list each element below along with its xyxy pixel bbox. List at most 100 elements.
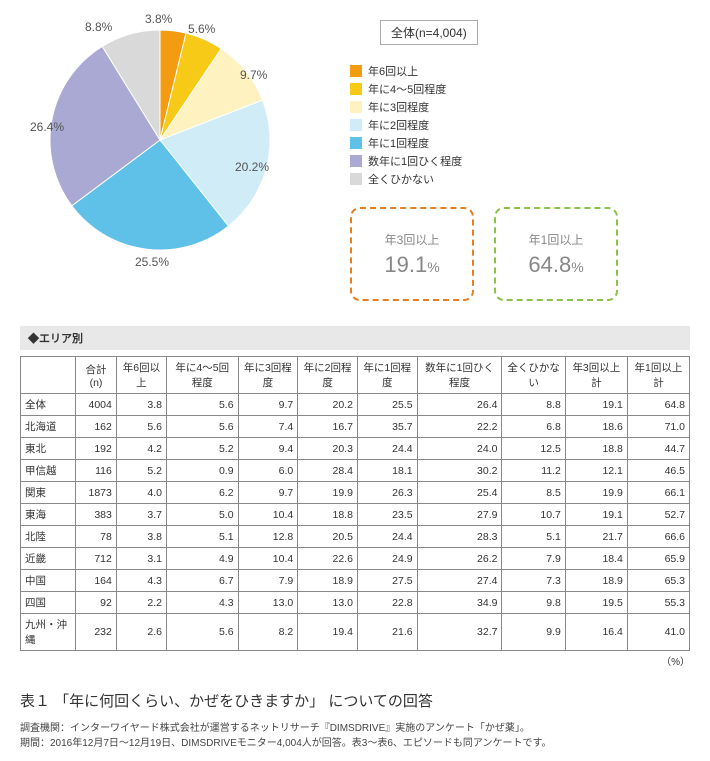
table-cell: 10.4 (238, 548, 298, 570)
table-cell: 東北 (21, 438, 76, 460)
table-cell: 2.2 (116, 592, 166, 614)
table-row: 四国922.24.313.013.022.834.99.819.555.3 (21, 592, 690, 614)
table-cell: 中国 (21, 570, 76, 592)
table-cell: 19.1 (565, 504, 627, 526)
table-header: 年に3回程度 (238, 357, 298, 394)
table-cell: 5.2 (166, 438, 238, 460)
table-cell: 32.7 (417, 614, 502, 651)
table-cell: 19.1 (565, 394, 627, 416)
table-cell: 24.0 (417, 438, 502, 460)
table-cell: 55.3 (627, 592, 689, 614)
table-cell: 164 (76, 570, 117, 592)
table-cell: 12.8 (238, 526, 298, 548)
table-cell: 24.4 (357, 438, 417, 460)
legend-item: 年に1回程度 (350, 135, 690, 151)
table-cell: 162 (76, 416, 117, 438)
table-row: 東海3833.75.010.418.823.527.910.719.152.7 (21, 504, 690, 526)
legend: 年6回以上年に4～5回程度年に3回程度年に2回程度年に1回程度数年に1回ひく程度… (350, 63, 690, 187)
table-cell: 20.2 (298, 394, 358, 416)
table-cell: 65.9 (627, 548, 689, 570)
table-cell: 2.6 (116, 614, 166, 651)
table-cell: 近畿 (21, 548, 76, 570)
table-cell: 26.2 (417, 548, 502, 570)
table-row: 東北1924.25.29.420.324.424.012.518.844.7 (21, 438, 690, 460)
table-cell: 18.8 (298, 504, 358, 526)
pie-slice-label: 26.4% (30, 120, 64, 134)
table-cell: 5.6 (166, 394, 238, 416)
area-table: 合計(n)年6回以上年に4～5回程度年に3回程度年に2回程度年に1回程度数年に1… (20, 356, 690, 651)
unit-label: （%） (20, 653, 690, 668)
legend-swatch (350, 173, 362, 185)
table-row: 関東18734.06.29.719.926.325.48.519.966.1 (21, 482, 690, 504)
table-cell: 5.0 (166, 504, 238, 526)
table-header: 年に1回程度 (357, 357, 417, 394)
table-cell: 1873 (76, 482, 117, 504)
table-cell: 9.7 (238, 482, 298, 504)
table-cell: 9.8 (502, 592, 565, 614)
table-cell: 116 (76, 460, 117, 482)
table-cell: 10.7 (502, 504, 565, 526)
table-cell: 25.4 (417, 482, 502, 504)
table-cell: 10.4 (238, 504, 298, 526)
legend-item: 全くひかない (350, 171, 690, 187)
legend-swatch (350, 83, 362, 95)
legend-item: 年6回以上 (350, 63, 690, 79)
table-cell: 3.8 (116, 526, 166, 548)
table-cell: 4.0 (116, 482, 166, 504)
pie-slice-label: 8.8% (85, 20, 112, 34)
table-cell: 9.7 (238, 394, 298, 416)
table-cell: 26.4 (417, 394, 502, 416)
table-cell: 44.7 (627, 438, 689, 460)
legend-label: 年に1回程度 (368, 135, 429, 151)
table-cell: 19.9 (565, 482, 627, 504)
table-cell: 18.9 (298, 570, 358, 592)
table-cell: 19.5 (565, 592, 627, 614)
callout-value: 19.1% (384, 252, 439, 278)
table-cell: 712 (76, 548, 117, 570)
section-title: ◆エリア別 (20, 326, 690, 350)
table-header: 年3回以上 計 (565, 357, 627, 394)
callout-label: 年3回以上 (385, 231, 440, 248)
table-cell: 5.6 (166, 614, 238, 651)
pie-slice-label: 9.7% (240, 68, 267, 82)
table-cell: 東海 (21, 504, 76, 526)
table-header: 全くひかない (502, 357, 565, 394)
table-cell: 8.5 (502, 482, 565, 504)
table-cell: 甲信越 (21, 460, 76, 482)
table-cell: 78 (76, 526, 117, 548)
table-cell: 九州・沖縄 (21, 614, 76, 651)
table-cell: 6.0 (238, 460, 298, 482)
table-cell: 3.8 (116, 394, 166, 416)
callout-box: 年1回以上64.8% (494, 207, 618, 301)
table-cell: 4.3 (116, 570, 166, 592)
table-cell: 4.3 (166, 592, 238, 614)
pie-slice-label: 5.6% (188, 22, 215, 36)
footnote-2: 期間：2016年12月7日～12月19日、DIMSDRIVEモニター4,004人… (20, 736, 690, 751)
table-row: 中国1644.36.77.918.927.527.47.318.965.3 (21, 570, 690, 592)
table-cell: 6.2 (166, 482, 238, 504)
table-cell: 192 (76, 438, 117, 460)
table-cell: 52.7 (627, 504, 689, 526)
legend-swatch (350, 101, 362, 113)
table-cell: 16.4 (565, 614, 627, 651)
table-cell: 19.9 (298, 482, 358, 504)
table-row: 全体40043.85.69.720.225.526.48.819.164.8 (21, 394, 690, 416)
table-cell: 12.1 (565, 460, 627, 482)
table-cell: 四国 (21, 592, 76, 614)
legend-label: 年に2回程度 (368, 117, 429, 133)
table-cell: 6.7 (166, 570, 238, 592)
legend-label: 年に3回程度 (368, 99, 429, 115)
table-cell: 30.2 (417, 460, 502, 482)
pie-slice-label: 3.8% (145, 12, 172, 26)
caption: 表１ 「年に何回くらい、かぜをひきますか」 についての回答 (20, 690, 690, 711)
table-cell: 71.0 (627, 416, 689, 438)
table-cell: 21.6 (357, 614, 417, 651)
table-cell: 11.2 (502, 460, 565, 482)
table-cell: 66.6 (627, 526, 689, 548)
table-header: 年1回以上 計 (627, 357, 689, 394)
table-cell: 18.1 (357, 460, 417, 482)
legend-label: 全くひかない (368, 171, 434, 187)
legend-swatch (350, 137, 362, 149)
table-cell: 383 (76, 504, 117, 526)
table-cell: 5.6 (166, 416, 238, 438)
